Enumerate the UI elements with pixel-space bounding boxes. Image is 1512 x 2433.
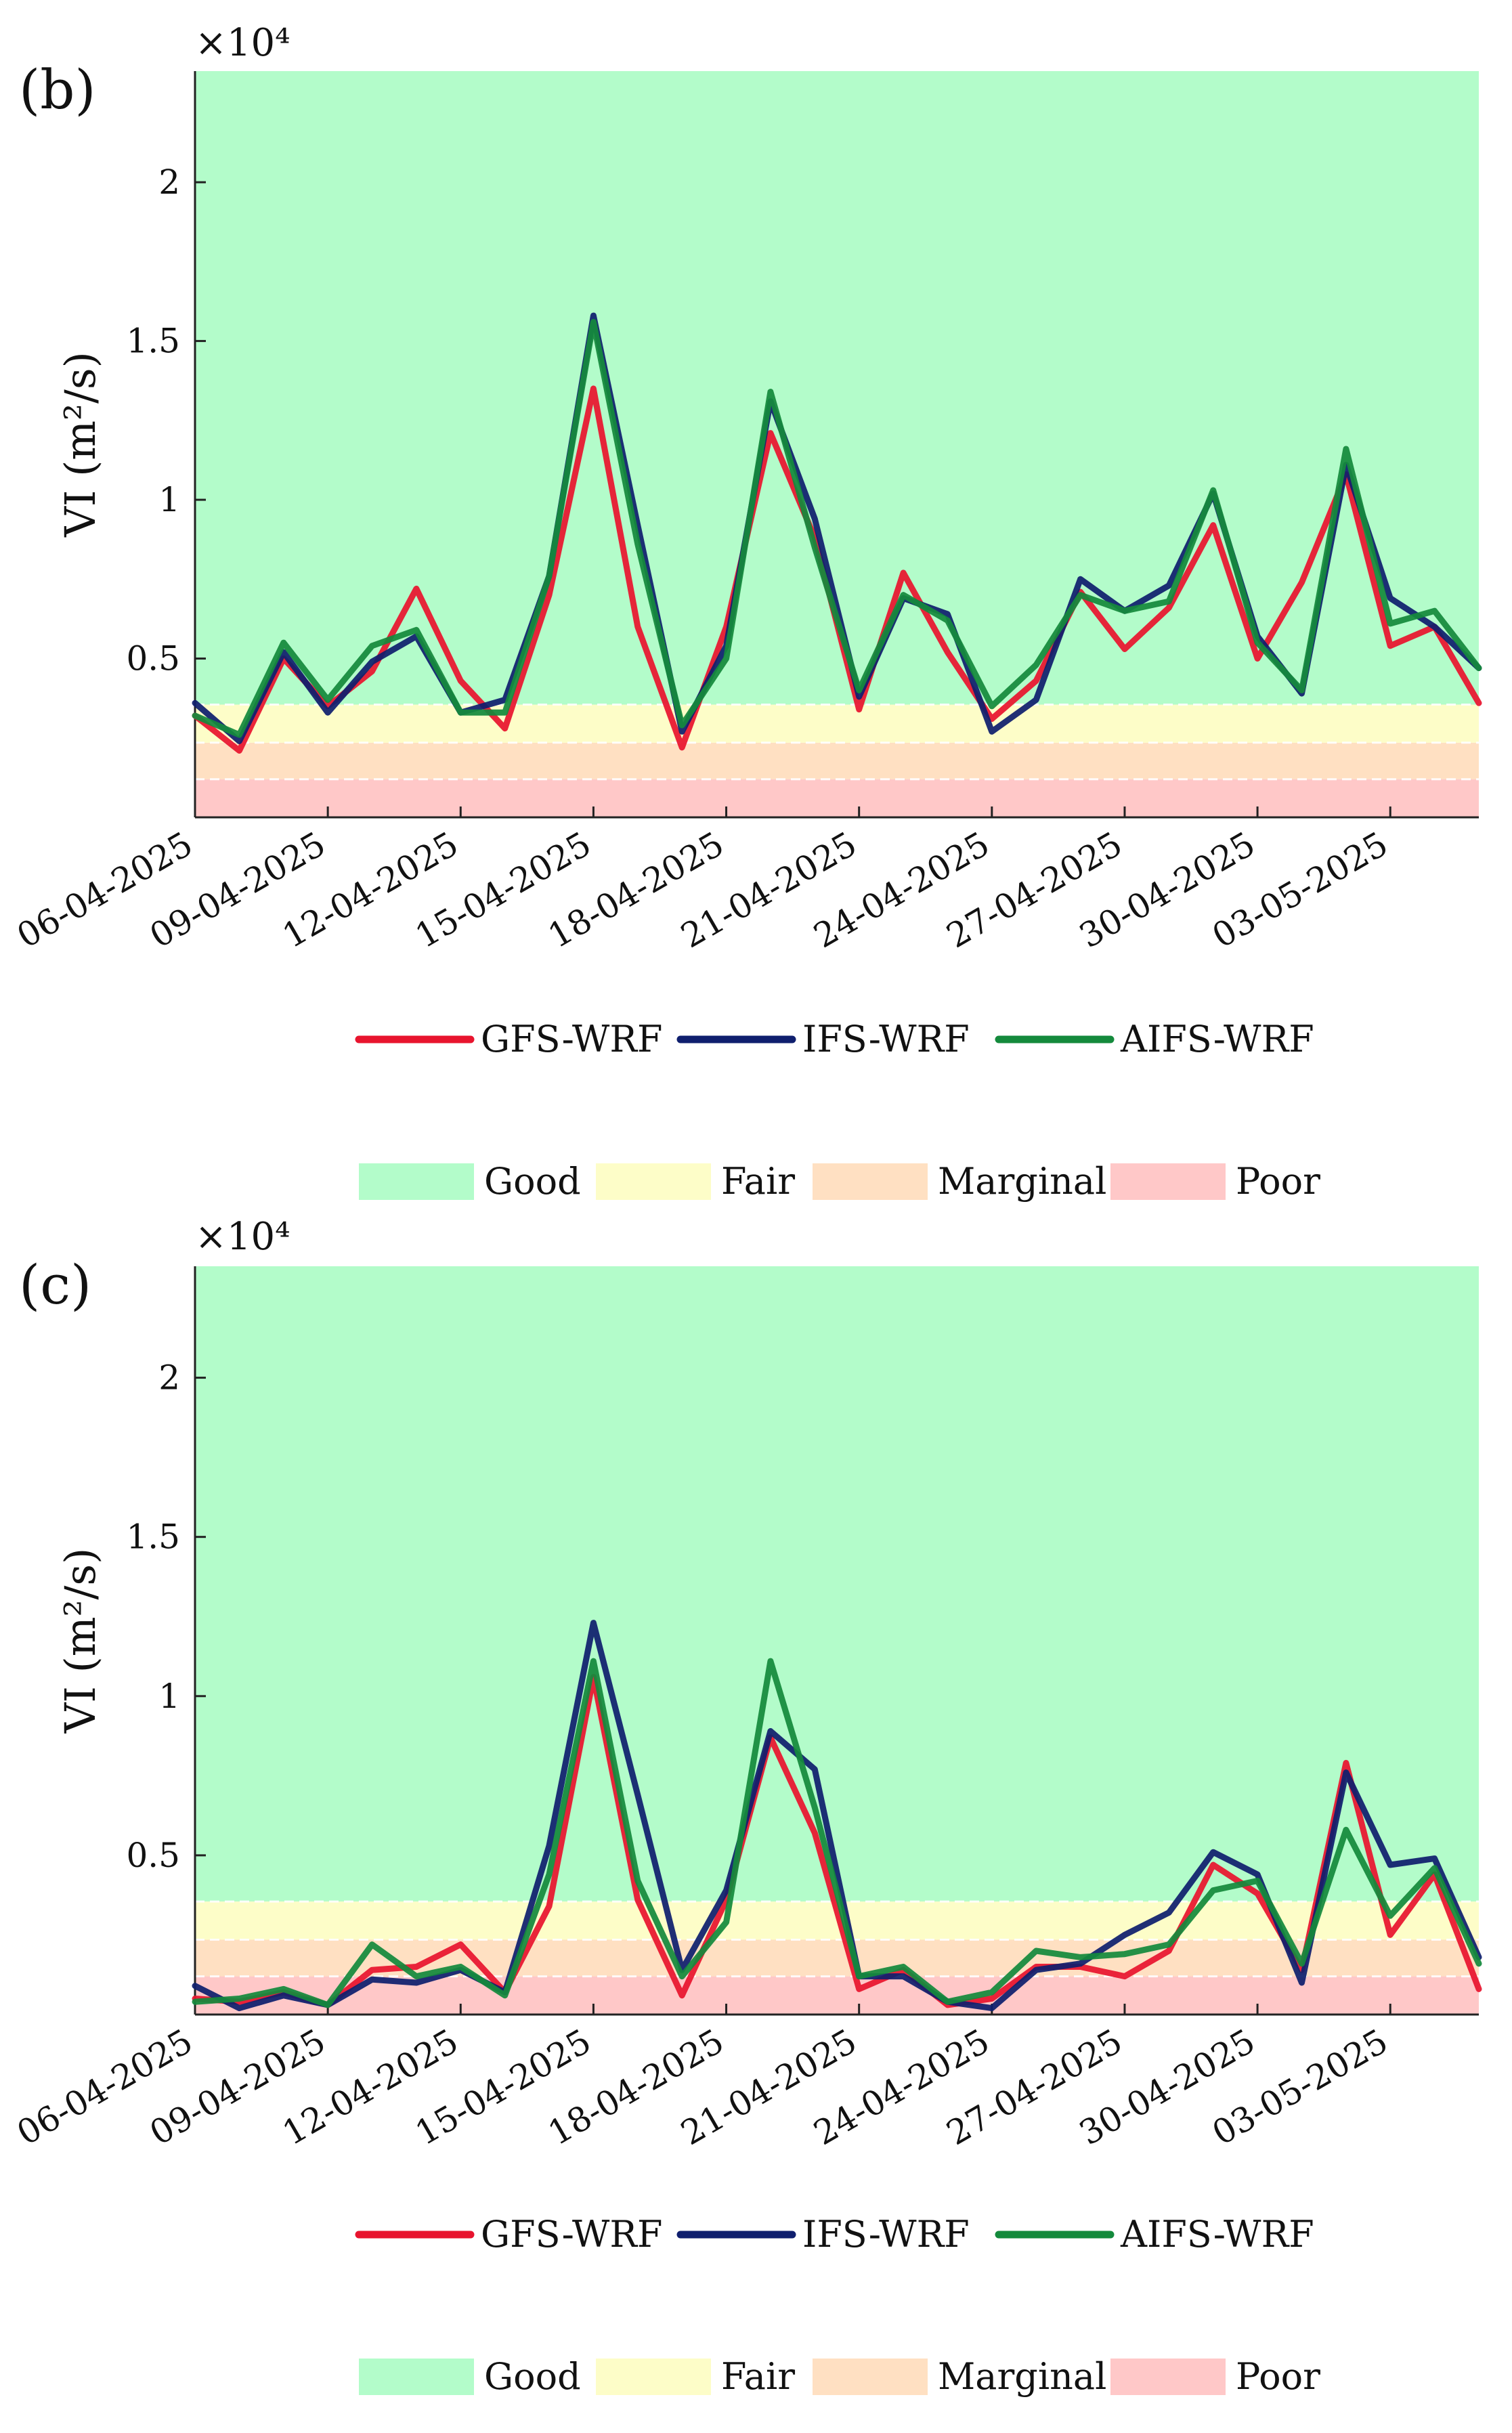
y-tick-label: 1.5 <box>126 322 180 361</box>
y-tick-label: 2 <box>158 1358 180 1398</box>
legend-label-gfs: GFS-WRF <box>481 2213 663 2256</box>
band-fair <box>195 704 1479 743</box>
panel-label: (c) <box>19 1253 91 1316</box>
band-marginal <box>195 742 1479 779</box>
legend-label-marginal: Marginal <box>938 1160 1106 1203</box>
legend-swatch-marginal <box>813 2359 928 2395</box>
series-line-ifs <box>192 312 1482 744</box>
legend-label-aifs: AIFS-WRF <box>1120 2213 1314 2256</box>
series-line-aifs <box>192 319 1482 738</box>
panel-label: (b) <box>19 58 96 121</box>
band-poor <box>195 779 1479 817</box>
legend-label-good: Good <box>484 2355 581 2398</box>
legend-swatch-marginal <box>813 1163 928 1200</box>
y-tick-label: 1 <box>158 1677 180 1716</box>
chart-panel-c: 0.511.5206-04-202509-04-202512-04-202515… <box>10 1215 1482 2153</box>
legend-label-gfs: GFS-WRF <box>481 1018 663 1060</box>
legend-swatch-fair <box>596 1163 711 1200</box>
legend-label-aifs: AIFS-WRF <box>1120 1018 1314 1060</box>
y-tick-label: 2 <box>158 163 180 202</box>
legend-label-ifs: IFS-WRF <box>802 2213 970 2256</box>
legend-swatch-good <box>359 1163 474 1200</box>
series-line-aifs <box>192 1658 1482 2008</box>
legend-label-ifs: IFS-WRF <box>802 1018 970 1060</box>
y-tick-label: 0.5 <box>126 1836 180 1875</box>
y-axis-label: VI (m²/s) <box>56 351 105 538</box>
legend-swatch-good <box>359 2359 474 2395</box>
legend-label-poor: Poor <box>1236 1160 1320 1203</box>
legend-label-poor: Poor <box>1236 2355 1320 2398</box>
legend-label-good: Good <box>484 1160 581 1203</box>
axis-multiplier: ×10⁴ <box>195 1215 290 1259</box>
y-tick-label: 1 <box>158 480 180 519</box>
legend-label-marginal: Marginal <box>938 2355 1106 2398</box>
legend-label-fair: Fair <box>721 1160 795 1203</box>
legend-b: GFS-WRF IFS-WRF AIFS-WRF Good Fair Marginal Po… <box>355 1018 1320 1203</box>
y-tick-label: 0.5 <box>126 639 180 679</box>
chart-panel-b: 0.511.5206-04-202509-04-202512-04-202515… <box>10 21 1482 956</box>
legend-label-fair: Fair <box>721 2355 795 2398</box>
legend-swatch-poor <box>1110 1163 1226 1200</box>
legend-swatch-poor <box>1110 2359 1226 2395</box>
legend-swatch-fair <box>596 2359 711 2395</box>
legend-c: GFS-WRF IFS-WRF AIFS-WRF Good Fair Marginal Po… <box>355 2213 1320 2398</box>
y-tick-label: 1.5 <box>126 1517 180 1557</box>
axis-multiplier: ×10⁴ <box>195 21 290 65</box>
y-axis-label: VI (m²/s) <box>56 1548 105 1734</box>
band-good <box>195 1266 1479 1902</box>
